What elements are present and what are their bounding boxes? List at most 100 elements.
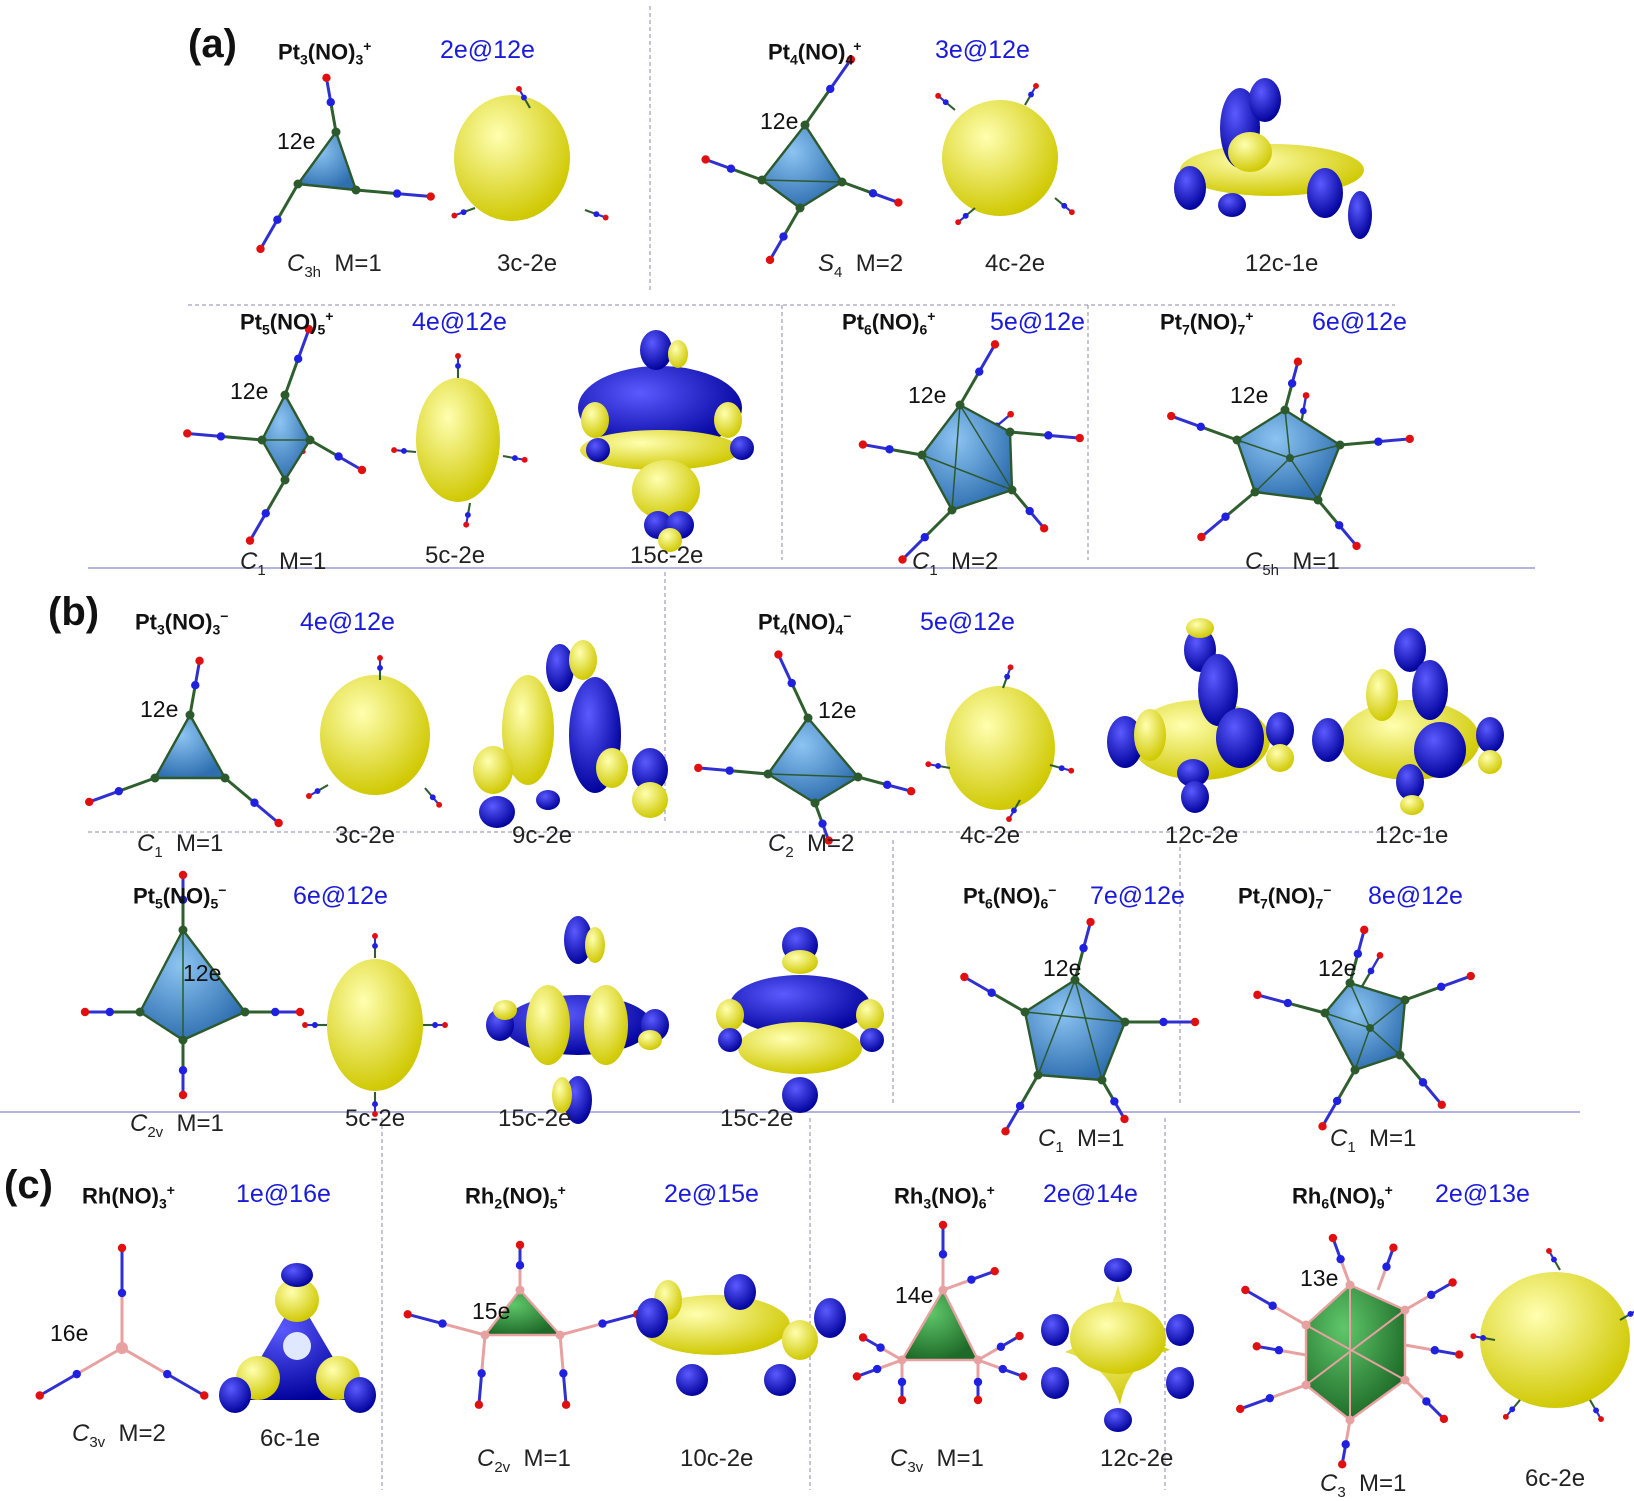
formula-ligand-count: 6 [978, 1195, 987, 1212]
symmetry-label: C2 M=2 [768, 830, 854, 861]
elf-3c-2e-b [320, 675, 430, 795]
lobe [473, 746, 513, 794]
formula-element: Pt [278, 39, 300, 65]
elf-15c-2e-top [578, 366, 742, 450]
formula-ligand-count: 5 [210, 895, 219, 912]
orbital-label: 3c-2e [335, 822, 396, 849]
orbital-label: 4c-2e [960, 822, 1021, 849]
electron-count: 1e@16e [236, 1180, 331, 1208]
no-ligand [1197, 490, 1256, 542]
orbital-label: 12c-2e [1165, 822, 1239, 849]
formula-element: Pt [135, 609, 157, 635]
multiplicity: M=1 [1077, 1125, 1125, 1152]
formula-charge: − [843, 608, 852, 624]
formula-ligand-count: 3 [355, 51, 364, 68]
point-group: C [1038, 1125, 1056, 1152]
lobe [552, 1077, 572, 1113]
lobe [632, 460, 700, 520]
cage-edge [1349, 982, 1371, 1029]
formula-ligand-count: 4 [835, 621, 844, 638]
lobe [814, 1298, 846, 1338]
formula-ligand-count: 5 [549, 1195, 558, 1212]
no-ligand [1328, 1233, 1352, 1286]
cluster-formula: Rh3(NO)6+ [894, 1182, 995, 1212]
formula-charge: + [363, 38, 372, 54]
no-ligand [898, 508, 954, 564]
cage-electron-label: 12e [908, 382, 947, 408]
elf-5c-2e-b [327, 959, 423, 1091]
multiplicity: M=1 [1359, 1470, 1407, 1497]
point-group-subscript: 4 [834, 263, 843, 281]
symmetry-label: C3h M=1 [287, 250, 382, 281]
symmetry-label: C3 M=1 [1320, 1470, 1406, 1501]
electron-count: 6e@12e [293, 882, 388, 910]
no-ligand [502, 454, 528, 463]
elf-4c-2e [942, 100, 1058, 216]
formula-ligand: (NO) [871, 309, 920, 335]
no-ligand [35, 1346, 123, 1400]
elf-5c-2e [416, 378, 500, 502]
formula-count: 3 [923, 1195, 932, 1212]
lobe [1198, 654, 1238, 726]
no-ligand [1619, 1310, 1634, 1321]
cage-edge [1324, 1012, 1371, 1029]
lobe [860, 1028, 884, 1052]
no-ligand [897, 1360, 907, 1405]
lobe [585, 927, 605, 963]
orbital-label: 5c-2e [425, 542, 486, 569]
no-ligand [701, 155, 763, 182]
lobe [730, 975, 870, 1035]
formula-count: 5 [262, 321, 270, 338]
formula-ligand: (NO) [162, 883, 211, 909]
lobe [1177, 759, 1209, 787]
formula-count: 5 [155, 895, 163, 912]
cage-electron-label: 12e [230, 378, 269, 404]
point-group: C [1330, 1125, 1348, 1152]
pt3-cation-cage [293, 127, 361, 195]
cage-edge [1369, 1027, 1401, 1056]
lobe [1307, 168, 1343, 218]
core [283, 1332, 311, 1360]
lobe [569, 640, 597, 680]
cluster-formula: Rh6(NO)9+ [1292, 1182, 1393, 1212]
no-ligand [80, 1007, 140, 1017]
formula-element: Pt [133, 883, 155, 909]
no-ligand [309, 438, 367, 475]
no-ligand [178, 1040, 188, 1100]
no-ligand [958, 340, 1000, 406]
lobe [536, 790, 560, 810]
no-ligand [977, 1331, 1024, 1362]
cage-electron-label: 12e [818, 697, 857, 723]
point-group-subscript: 1 [929, 561, 938, 579]
no-ligand [1054, 197, 1075, 216]
no-ligand [857, 775, 916, 796]
orbital-label: 15c-2e [498, 1105, 572, 1132]
point-group-subscript: 3v [907, 1458, 924, 1476]
cage-edge [1284, 409, 1291, 459]
no-ligand [858, 1333, 903, 1362]
cage-edge [1254, 457, 1291, 493]
lobe [1166, 1314, 1194, 1346]
formula-count: 6 [985, 895, 993, 912]
formula-count: 4 [780, 621, 788, 638]
formula-count: 6 [1321, 1195, 1330, 1212]
lobe [1478, 750, 1502, 774]
no-ligand [85, 776, 156, 807]
cage-edge [959, 404, 1013, 491]
no-ligand [925, 761, 951, 770]
lobe [636, 1298, 668, 1338]
no-ligand [852, 1358, 903, 1381]
lobe [1104, 1258, 1132, 1282]
point-group-subscript: 2 [785, 843, 794, 861]
symmetry-label: C1 M=2 [912, 548, 998, 579]
no-ligand [1167, 411, 1238, 442]
cage-electron-label: 12e [277, 128, 316, 154]
point-group-subscript: 2v [147, 1123, 164, 1141]
electron-count: 7e@12e [1090, 882, 1185, 910]
lobe [632, 748, 668, 792]
no-ligand [372, 1092, 378, 1117]
formula-element: Pt [758, 609, 780, 635]
no-ligand [1253, 990, 1326, 1015]
multiplicity: M=1 [523, 1445, 571, 1472]
